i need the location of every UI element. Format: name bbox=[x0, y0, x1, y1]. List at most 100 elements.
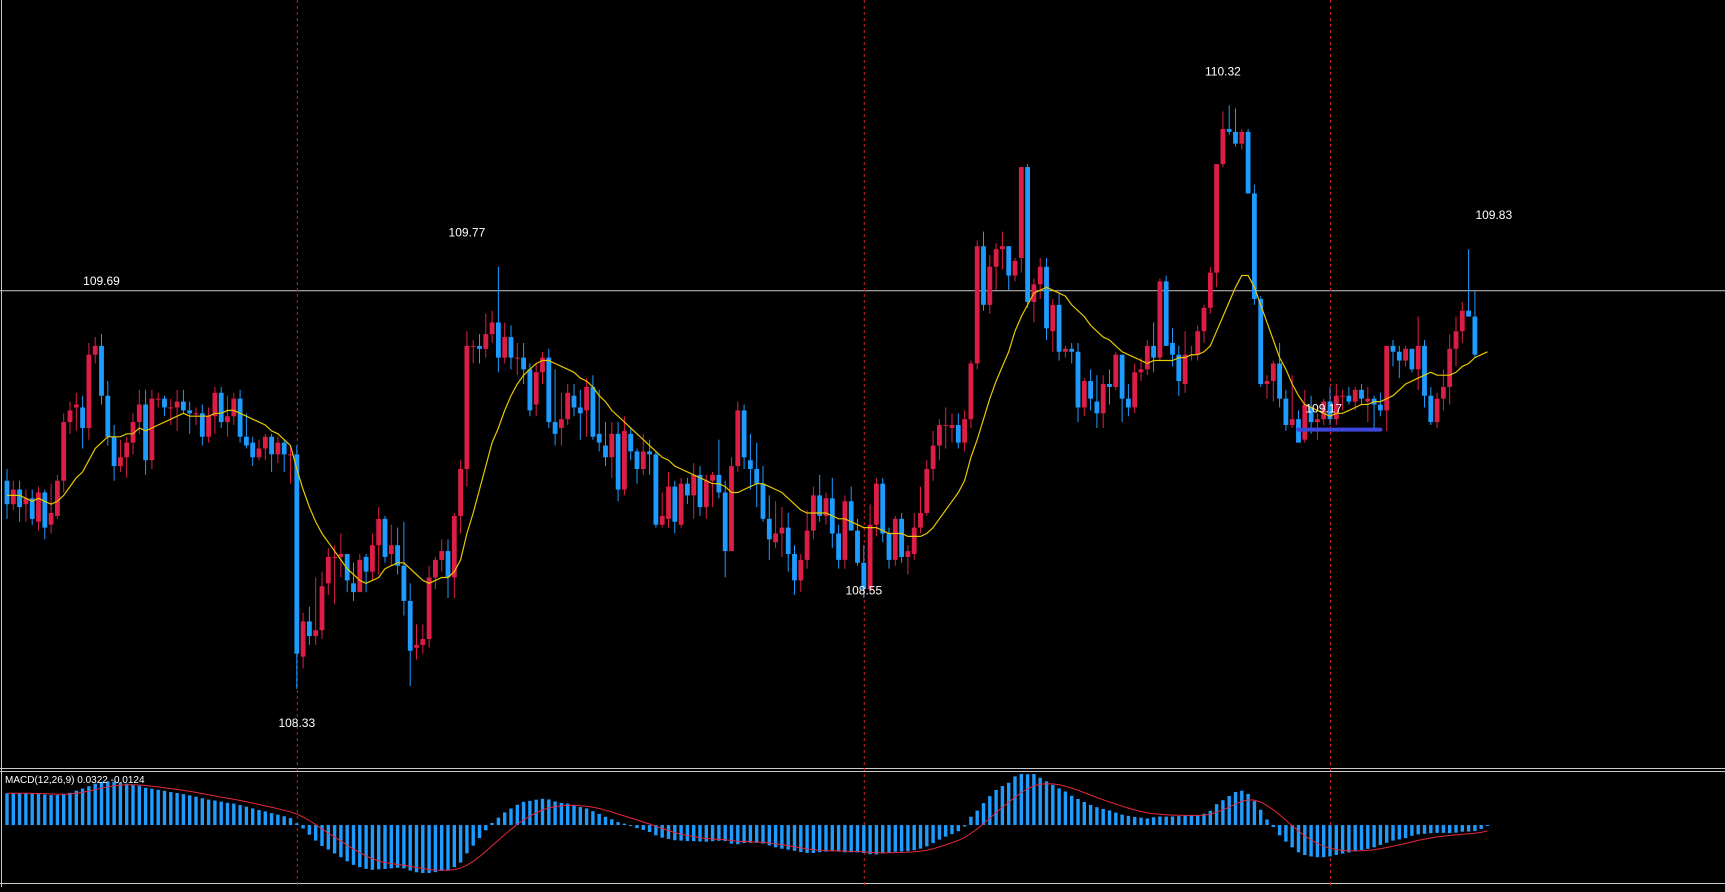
candle bbox=[426, 565, 432, 648]
candle bbox=[1245, 128, 1251, 194]
macd-histogram-bar bbox=[503, 812, 507, 826]
candle bbox=[962, 410, 967, 452]
macd-histogram-bar bbox=[1328, 825, 1332, 857]
macd-histogram-bar bbox=[219, 801, 223, 826]
macd-histogram-bar bbox=[969, 816, 973, 826]
candle-body bbox=[880, 483, 886, 534]
candle-body bbox=[823, 498, 829, 516]
candle bbox=[105, 381, 111, 446]
candle bbox=[836, 524, 841, 569]
macd-histogram-bar bbox=[515, 804, 519, 826]
macd-histogram-bar bbox=[118, 782, 123, 826]
candle bbox=[1466, 249, 1471, 317]
candle bbox=[1151, 322, 1156, 373]
macd-histogram-bar bbox=[868, 825, 872, 855]
macd-histogram-bar bbox=[559, 802, 564, 826]
candle-body bbox=[521, 357, 526, 370]
macd-histogram-bar bbox=[1088, 804, 1093, 826]
macd-histogram-bar bbox=[213, 800, 217, 826]
candle-body bbox=[401, 565, 407, 601]
candle bbox=[256, 439, 262, 461]
macd-histogram-bar bbox=[685, 825, 690, 842]
candle bbox=[691, 463, 697, 519]
macd-histogram-bar bbox=[1032, 774, 1036, 826]
candle-body bbox=[1157, 281, 1163, 358]
candle-body bbox=[634, 451, 640, 470]
candle-body bbox=[1453, 331, 1459, 349]
macd-histogram-bar bbox=[414, 825, 419, 873]
candle bbox=[710, 471, 715, 508]
macd-histogram-bar bbox=[1441, 825, 1446, 833]
candle bbox=[703, 474, 709, 519]
candle bbox=[313, 577, 319, 645]
candle-body bbox=[1434, 398, 1440, 423]
candle bbox=[61, 413, 67, 493]
candle-body bbox=[1415, 345, 1421, 370]
macd-histogram-bar bbox=[395, 825, 400, 868]
candle bbox=[401, 521, 407, 616]
candle bbox=[1018, 167, 1024, 273]
candle-body bbox=[414, 644, 419, 648]
macd-histogram-bar bbox=[150, 788, 154, 826]
candle bbox=[477, 334, 482, 364]
macd-histogram-bar bbox=[786, 825, 790, 850]
price-annotation: 109.17 bbox=[1305, 402, 1342, 416]
candle bbox=[338, 533, 344, 578]
macd-histogram-bar bbox=[1246, 793, 1250, 826]
candle bbox=[99, 334, 104, 405]
candle bbox=[1050, 298, 1056, 352]
macd-histogram-bar bbox=[490, 822, 494, 826]
candle-body bbox=[199, 413, 205, 437]
candle bbox=[42, 489, 48, 540]
macd-histogram-bar bbox=[433, 825, 438, 873]
candle-body bbox=[92, 345, 98, 355]
candle bbox=[1333, 384, 1339, 426]
candle bbox=[577, 389, 583, 440]
candle-body bbox=[779, 527, 785, 534]
candle bbox=[930, 430, 936, 481]
candle bbox=[464, 331, 470, 487]
macd-histogram-bar bbox=[1265, 819, 1269, 826]
candle-body bbox=[804, 530, 810, 560]
candle bbox=[748, 433, 753, 490]
candle bbox=[218, 386, 224, 428]
candle bbox=[1107, 369, 1112, 405]
candle-body bbox=[1264, 381, 1270, 384]
candle bbox=[1163, 275, 1169, 346]
candle-body bbox=[445, 551, 451, 578]
candle bbox=[489, 310, 495, 343]
candle bbox=[174, 389, 180, 431]
candle-body bbox=[943, 425, 949, 427]
macd-histogram-bar bbox=[881, 825, 885, 854]
macd-histogram-bar bbox=[944, 825, 948, 837]
candle bbox=[874, 477, 879, 537]
candle-body bbox=[395, 545, 400, 566]
candle-body bbox=[1195, 331, 1201, 355]
candle bbox=[262, 433, 268, 461]
candle-body bbox=[80, 407, 85, 428]
candle-body bbox=[640, 451, 646, 470]
candle-body bbox=[1346, 395, 1352, 402]
candle bbox=[1207, 266, 1213, 314]
candle-body bbox=[533, 372, 539, 405]
candle bbox=[508, 325, 514, 370]
candle bbox=[1434, 392, 1440, 428]
price-annotation: 109.83 bbox=[1475, 208, 1512, 222]
candle bbox=[1233, 108, 1238, 147]
candle bbox=[1283, 389, 1289, 431]
candle bbox=[817, 474, 823, 522]
macd-histogram-bar bbox=[635, 825, 639, 829]
candle bbox=[149, 389, 155, 470]
candle bbox=[414, 624, 419, 660]
macd-histogram-bar bbox=[1334, 825, 1338, 856]
candle bbox=[1220, 111, 1226, 168]
macd-histogram-bar bbox=[1013, 776, 1017, 826]
candle bbox=[785, 512, 791, 572]
candle-body bbox=[968, 363, 974, 420]
candle-body bbox=[1327, 401, 1333, 420]
candle-body bbox=[867, 524, 873, 590]
candle bbox=[111, 425, 117, 481]
candle bbox=[672, 480, 678, 534]
candle-body bbox=[363, 556, 369, 572]
candle bbox=[540, 351, 545, 384]
